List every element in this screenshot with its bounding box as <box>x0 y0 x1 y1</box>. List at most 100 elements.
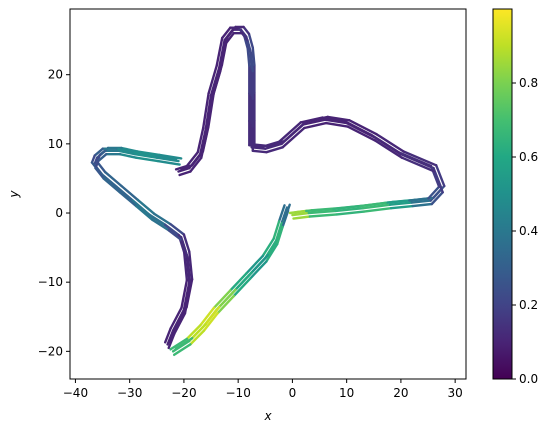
trajectory-segment <box>246 47 251 67</box>
trajectory-segment <box>181 239 189 260</box>
trajectory-segment <box>335 210 366 216</box>
trajectory-segment <box>217 288 237 309</box>
trajectory-segment <box>93 147 105 157</box>
trajectory-segment <box>281 126 306 149</box>
trajectory-segment <box>370 133 400 154</box>
trajectory-segment <box>400 156 436 173</box>
x-tick-label: −40 <box>63 386 88 400</box>
trajectory-segment <box>104 170 123 188</box>
x-tick-label: −30 <box>117 386 142 400</box>
trajectory-segment <box>158 153 183 160</box>
trajectory-segment <box>136 150 161 157</box>
colorbar-tick-label: 0.6 <box>519 150 538 164</box>
trajectory-segment <box>247 32 255 49</box>
trajectory-segment <box>90 154 96 164</box>
trajectory-segment <box>359 201 389 208</box>
plot-area: −40 −30 −20 −10 0 10 20 30 −20 −10 0 10 20 x y <box>7 8 467 423</box>
trajectory-segment <box>167 229 184 242</box>
y-tick-label: −10 <box>38 275 63 289</box>
trajectory-segment <box>174 164 189 171</box>
trajectory-segment <box>153 154 178 161</box>
trajectory-segment <box>180 278 189 309</box>
trajectory-segment <box>249 52 255 73</box>
trajectory-segment <box>118 152 138 159</box>
trajectory-segment <box>212 289 232 309</box>
trajectory-segment <box>189 329 206 346</box>
trajectory-segment <box>98 171 118 188</box>
colorbar: 0.0 0.2 0.4 0.6 0.8 <box>492 8 538 386</box>
x-tick-label: −20 <box>171 386 196 400</box>
trajectory-segment <box>200 132 208 159</box>
trajectory-segment <box>276 225 284 246</box>
trajectory-segment <box>435 164 446 188</box>
trajectory-segment <box>182 281 191 311</box>
x-tick-label: 0 <box>289 386 297 400</box>
trajectory-segment <box>361 203 392 210</box>
trajectory-segment <box>205 97 214 135</box>
trajectory-segment <box>277 121 302 144</box>
trajectory-segment <box>234 271 253 291</box>
trajectory-segment <box>178 170 192 177</box>
trajectory-segment <box>408 197 430 202</box>
trajectory-segment <box>166 329 175 346</box>
trajectory-segment <box>261 140 281 148</box>
x-tick-label: 20 <box>393 386 408 400</box>
trajectory-segment <box>204 305 221 326</box>
trajectory-segment <box>373 139 404 159</box>
trajectory-segment <box>209 66 221 97</box>
trajectory-segment <box>169 337 189 351</box>
trajectory-segment <box>430 191 444 206</box>
trajectory-segment <box>388 201 413 206</box>
trajectory-segment <box>189 156 203 173</box>
trajectory-segment <box>346 125 377 142</box>
trajectory-segment <box>172 312 187 336</box>
colorbar-tick-label: 0.4 <box>519 224 538 238</box>
trajectory-segment <box>186 256 192 287</box>
trajectory-segment <box>220 26 232 40</box>
trajectory-segment <box>427 185 441 200</box>
trajectory-segment <box>402 150 438 167</box>
trajectory-segment <box>131 199 151 216</box>
trajectory-segment <box>196 126 205 154</box>
trajectory-segment <box>156 159 181 166</box>
trajectory-segment <box>397 150 433 168</box>
trajectory-segment <box>229 272 248 292</box>
x-tick-label: 10 <box>339 386 354 400</box>
trajectory-segment <box>277 204 286 223</box>
y-tick-label: −20 <box>38 344 63 358</box>
trajectory-segment <box>240 32 249 42</box>
trajectory-segment <box>274 222 283 242</box>
trajectory-segment <box>182 233 191 253</box>
trajectory-segment <box>120 184 140 202</box>
trajectory-segment <box>204 94 213 132</box>
trajectory-segment <box>202 312 219 332</box>
trajectory-segment <box>288 209 308 215</box>
trajectory-segment <box>94 166 105 180</box>
trajectory-segment <box>303 121 328 130</box>
x-axis-label: x <box>263 409 272 423</box>
trajectory-segment <box>248 260 268 280</box>
trajectory-segment <box>281 209 290 229</box>
trajectory-segment <box>190 323 207 340</box>
trajectory-segment <box>115 147 134 154</box>
trajectory-segment <box>94 159 100 170</box>
trajectory-segment <box>207 64 218 95</box>
trajectory-segment <box>246 38 253 56</box>
trajectory-segment <box>265 242 279 263</box>
y-axis-label: y <box>7 190 21 199</box>
trajectory-segment <box>134 156 160 163</box>
y-axis-ticks: −20 −10 0 10 20 <box>38 68 70 358</box>
trajectory-segment <box>183 284 192 315</box>
trajectory-segment <box>155 156 180 163</box>
colorbar-gradient <box>492 8 513 380</box>
trajectory-segment <box>332 204 362 211</box>
trajectory-segment <box>117 149 137 156</box>
trajectory-segment <box>134 204 154 222</box>
trajectory-segment <box>375 132 405 153</box>
trajectory-segment <box>216 294 236 315</box>
trajectory-segment <box>283 120 308 143</box>
trajectory-segment <box>305 207 335 213</box>
colorbar-ticks: 0.0 0.2 0.4 0.6 0.8 <box>512 76 538 386</box>
y-tick-label: 0 <box>55 206 63 220</box>
trajectory-segment <box>348 119 378 136</box>
